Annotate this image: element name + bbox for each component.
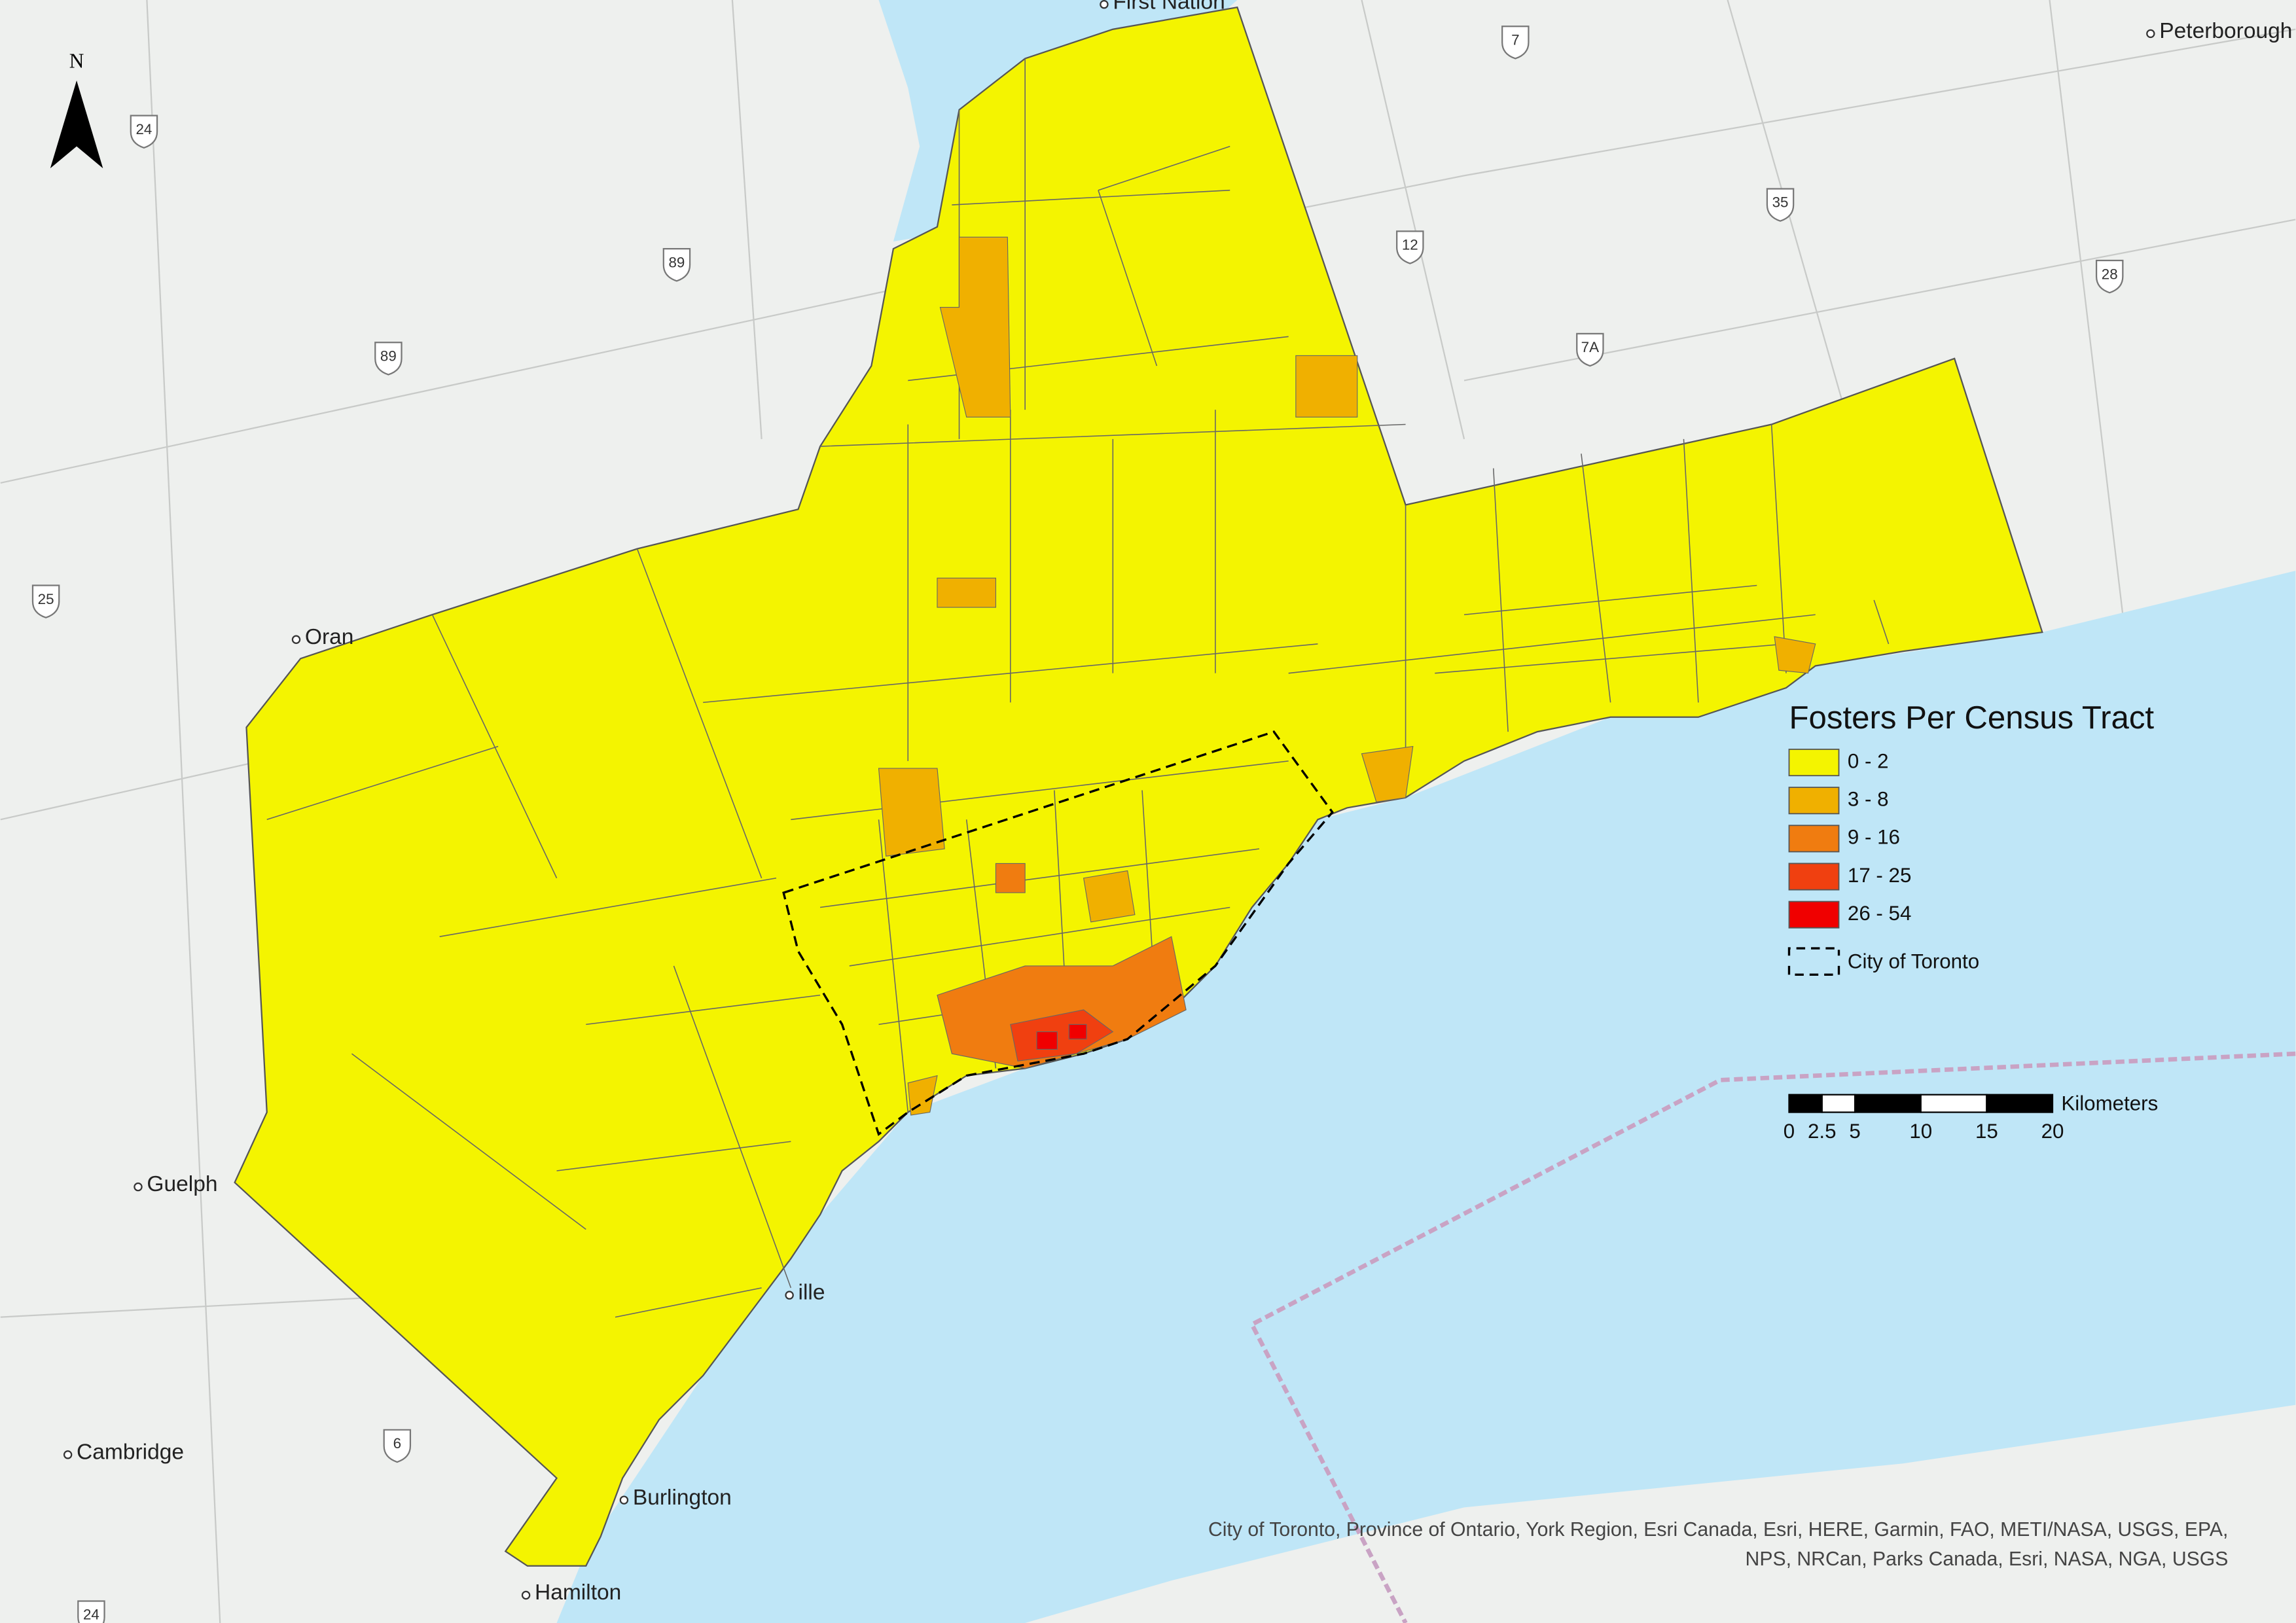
shield-label: 89: [668, 254, 685, 270]
scale-tick-label: 15: [1975, 1120, 1998, 1143]
legend-swatch: [1788, 863, 1840, 891]
north-label: N: [69, 49, 84, 72]
highway-shield: [1576, 332, 1604, 367]
shield-label: 24: [83, 1607, 99, 1623]
place-dot: [134, 1182, 143, 1192]
highway-shield: [1396, 230, 1424, 264]
legend-label: 3 - 8: [1848, 787, 1889, 810]
place-dot: [521, 1590, 531, 1600]
scale-segment: [1920, 1094, 1988, 1113]
scale-segment: [1788, 1094, 1823, 1113]
legend-swatch: [1788, 749, 1840, 777]
shield-label: 24: [135, 121, 152, 137]
shield-label: 12: [1402, 237, 1418, 253]
lake-ontario: [556, 571, 2296, 1623]
highway-shield: [374, 342, 403, 376]
tract-lines: [266, 58, 1890, 1318]
shield-label: 7A: [1581, 339, 1599, 355]
lake-simcoe: [878, 0, 1238, 241]
legend-label: 0 - 2: [1848, 749, 1889, 772]
shield-label: 89: [380, 348, 397, 365]
border: [1249, 1051, 2296, 1623]
highway-shield: [31, 584, 60, 618]
shield-label: 6: [393, 1435, 401, 1452]
place-label: Hamilton: [535, 1580, 621, 1605]
highway-shield: [662, 248, 691, 282]
legend-label: 9 - 16: [1848, 826, 1900, 849]
shield-label: 7: [1511, 32, 1519, 48]
place-label: ille: [798, 1281, 825, 1305]
highway-shield: [1501, 26, 1530, 60]
place-label: Oran: [305, 625, 354, 649]
region: [234, 6, 2043, 1567]
legend-boundary-icon: [1787, 947, 1840, 976]
north-arrow: [50, 80, 103, 169]
scale-tick-label: 5: [1849, 1120, 1860, 1143]
scale-tick-label: 10: [1909, 1120, 1932, 1143]
shield-label: 28: [2102, 266, 2118, 282]
scale-segment: [1821, 1094, 1856, 1113]
scale-tick-label: 0: [1784, 1120, 1795, 1143]
place-dot: [1100, 0, 1109, 9]
highway-shield: [130, 115, 158, 149]
legend-swatch: [1788, 787, 1840, 815]
place-label: First Nation: [1113, 0, 1225, 14]
place-dot: [291, 635, 301, 644]
highway-shield: [1766, 188, 1795, 222]
highway-shield: [383, 1429, 412, 1463]
toronto-boundary: [782, 730, 1334, 1136]
place-dot: [2146, 29, 2155, 39]
place-label: Peterborough: [2159, 19, 2292, 43]
highway-shield: [2095, 259, 2124, 294]
place-dot: [63, 1450, 73, 1459]
legend-swatch: [1788, 901, 1840, 929]
attribution: City of Toronto, Province of Ontario, Yo…: [1208, 1519, 2228, 1541]
scale-segment: [1986, 1094, 2054, 1113]
scale-unit: Kilometers: [2061, 1092, 2158, 1115]
attribution: NPS, NRCan, Parks Canada, Esri, NASA, NG…: [1746, 1548, 2229, 1570]
legend-label: 26 - 54: [1848, 902, 1911, 925]
legend-swatch: [1788, 825, 1840, 853]
shield-label: 35: [1772, 194, 1789, 211]
tracts-orange: [878, 236, 1816, 1116]
place-dot: [619, 1495, 629, 1505]
legend-label: City of Toronto: [1848, 950, 1979, 973]
place-label: Guelph: [147, 1172, 217, 1196]
scale-tick-label: 20: [2041, 1120, 2064, 1143]
highway-shield: [77, 1600, 105, 1623]
legend-label: 17 - 25: [1848, 864, 1911, 887]
scale-tick-label: 2.5: [1808, 1120, 1837, 1143]
place-label: Cambridge: [77, 1440, 184, 1464]
shield-label: 25: [38, 591, 54, 607]
scale-segment: [1854, 1094, 1922, 1113]
legend-title: Fosters Per Census Tract: [1789, 700, 2154, 736]
place-dot: [785, 1291, 794, 1300]
place-label: Burlington: [633, 1486, 732, 1510]
